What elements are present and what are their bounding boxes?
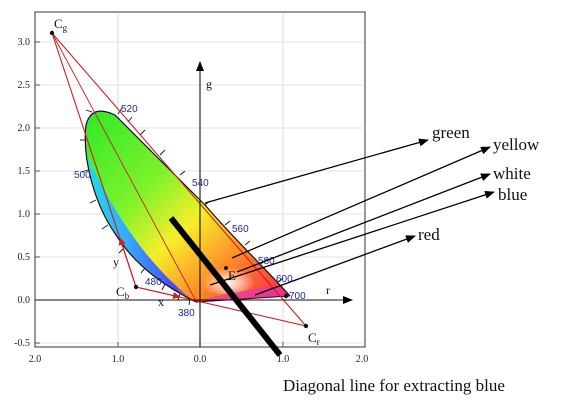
callout-white: white [493, 164, 531, 183]
x-axis-label: x [158, 295, 164, 309]
primary-points [49, 30, 309, 329]
y-tick-label: 0.5 [18, 252, 31, 263]
callout-yellow: yellow [493, 135, 540, 154]
spectral-locus-outline [84, 110, 291, 303]
wavelength-label: 560 [232, 224, 249, 235]
y-tick-label: 0.0 [18, 295, 31, 306]
cr-label: Cr [308, 330, 320, 347]
x-tick-label: 1.0 [112, 354, 125, 365]
xy-axis-arrows [118, 237, 181, 299]
y-axis-label: y [113, 255, 119, 269]
callout-red: red [418, 225, 440, 244]
wavelength-label: 580 [258, 256, 275, 267]
y-tick-label: 3.0 [18, 37, 31, 48]
cb-label: Cb [116, 284, 130, 301]
y-tick-label: -0.5 [14, 338, 30, 349]
y-tick-label: 1.0 [18, 209, 31, 220]
wavelength-labels: 520 500 540 560 580 600 480 700 380 [74, 104, 306, 319]
line-of-purples [195, 295, 291, 303]
wavelength-label: 500 [74, 170, 91, 181]
x-tick-label: 2.0 [356, 354, 369, 365]
caption: Diagonal line for extracting blue [283, 376, 505, 395]
callout-green: green [432, 123, 470, 142]
wavelength-label: 600 [276, 274, 293, 285]
g-axis-label: g [206, 77, 212, 91]
spectral-locus-region [84, 110, 291, 303]
y-tick-labels: 3.0 2.5 2.0 1.5 1.0 0.5 0.0 -0.5 [14, 37, 30, 349]
callout-blue: blue [498, 185, 527, 204]
wavelength-label: 540 [192, 178, 209, 189]
wavelength-label: 520 [121, 104, 138, 115]
r-axis-label: r [326, 283, 330, 297]
wavelength-label: 380 [178, 308, 195, 319]
rg-axes [35, 61, 353, 347]
y-tick-label: 1.5 [18, 166, 31, 177]
x-tick-label: 2.0 [29, 354, 42, 365]
y-tick-label: 2.5 [18, 80, 31, 91]
x-tick-label: 1.0 [277, 354, 290, 365]
wavelength-label: 700 [289, 291, 306, 302]
wavelength-label: 480 [145, 277, 162, 288]
x-tick-label: 0.0 [194, 354, 207, 365]
cg-label: Cg [54, 16, 68, 33]
blue-extraction-diagonal [168, 216, 283, 357]
x-tick-labels: 2.0 1.0 0.0 1.0 2.0 [29, 354, 369, 365]
callout-arrows [204, 138, 495, 296]
white-point-e-label: E [228, 268, 236, 283]
y-tick-label: 2.0 [18, 123, 31, 134]
